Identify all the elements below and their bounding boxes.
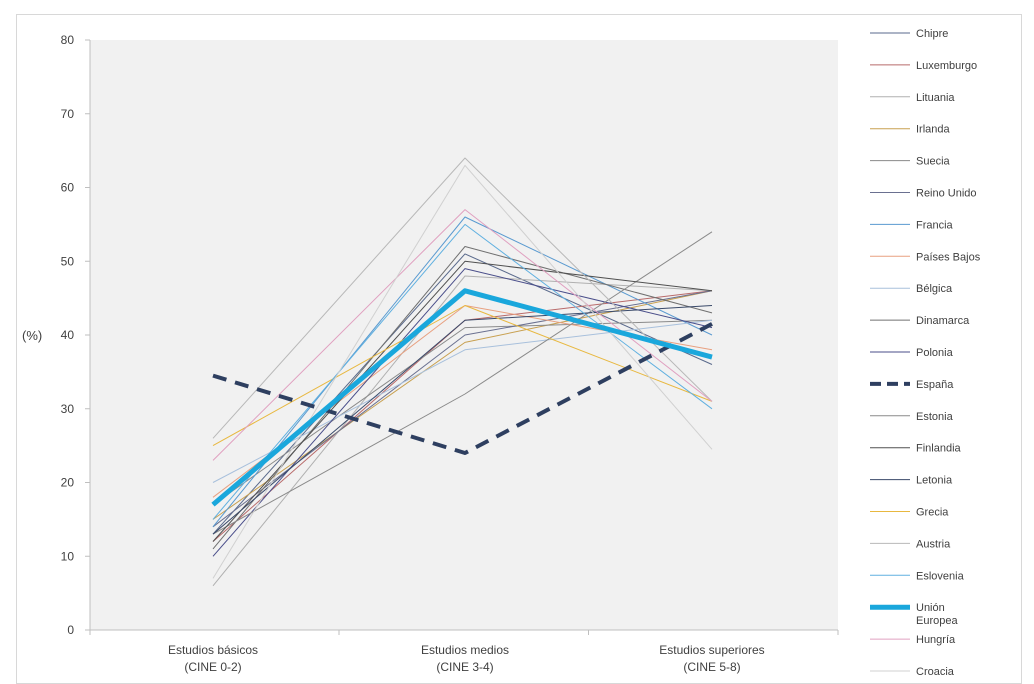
legend-label-espana: España xyxy=(916,379,954,391)
series-line-polonia xyxy=(212,268,713,557)
y-tick-label: 20 xyxy=(61,476,75,490)
x-tick-label: Estudios básicos xyxy=(168,643,258,657)
legend-label-union-europea-line2: Europea xyxy=(916,615,958,627)
legend-label-reino-unido: Reino Unido xyxy=(916,188,977,200)
x-tick-label: Estudios superiores xyxy=(659,643,764,657)
series-line-croacia xyxy=(212,164,713,579)
series-line-espana xyxy=(212,322,713,455)
series-line-belgica xyxy=(212,319,713,483)
legend-label-austria: Austria xyxy=(916,538,951,550)
legend-label-irlanda: Irlanda xyxy=(916,124,951,136)
y-tick-label: 50 xyxy=(61,254,75,268)
legend-label-grecia: Grecia xyxy=(916,507,949,519)
legend-label-finlandia: Finlandia xyxy=(916,443,962,455)
legend-label-letonia: Letonia xyxy=(916,475,953,487)
x-tick-label: (CINE 3-4) xyxy=(436,660,493,674)
legend-label-dinamarca: Dinamarca xyxy=(916,315,970,327)
y-tick-label: 80 xyxy=(61,33,75,47)
x-tick-label: Estudios medios xyxy=(421,643,509,657)
legend-label-luxemburgo: Luxemburgo xyxy=(916,60,977,72)
y-tick-label: 0 xyxy=(67,623,74,637)
series-line-austria xyxy=(212,157,713,439)
series-line-suecia xyxy=(212,319,713,506)
x-tick-label: (CINE 5-8) xyxy=(683,660,740,674)
legend-label-belgica: Bélgica xyxy=(916,283,953,295)
legend-label-lituania: Lituania xyxy=(916,92,955,104)
plot-area xyxy=(90,40,838,630)
legend-label-union-europea-line1: Unión xyxy=(916,602,945,614)
legend-label-croacia: Croacia xyxy=(916,666,955,678)
legend-label-francia: Francia xyxy=(916,219,954,231)
series-line-letonia xyxy=(212,305,713,535)
series-line-francia xyxy=(212,216,713,528)
y-axis-label: (%) xyxy=(22,328,42,343)
legend-label-paises-bajos: Países Bajos xyxy=(916,251,981,263)
legend-label-eslovenia: Eslovenia xyxy=(916,570,965,582)
y-tick-label: 70 xyxy=(61,107,75,121)
y-tick-label: 60 xyxy=(61,181,75,195)
y-tick-label: 40 xyxy=(61,328,75,342)
series-line-estonia xyxy=(212,231,713,535)
legend-label-estonia: Estonia xyxy=(916,411,954,423)
x-tick-label: (CINE 0-2) xyxy=(184,660,241,674)
legend-label-chipre: Chipre xyxy=(916,28,948,40)
series-line-union-europea xyxy=(211,288,713,507)
legend-label-polonia: Polonia xyxy=(916,347,954,359)
series-line-eslovenia xyxy=(212,223,713,520)
legend-label-hungria: Hungría xyxy=(916,634,956,646)
y-tick-label: 10 xyxy=(61,549,75,563)
series-line-finlandia xyxy=(212,260,713,542)
series-line-grecia xyxy=(212,305,713,447)
legend-label-suecia: Suecia xyxy=(916,156,951,168)
y-tick-label: 30 xyxy=(61,402,75,416)
